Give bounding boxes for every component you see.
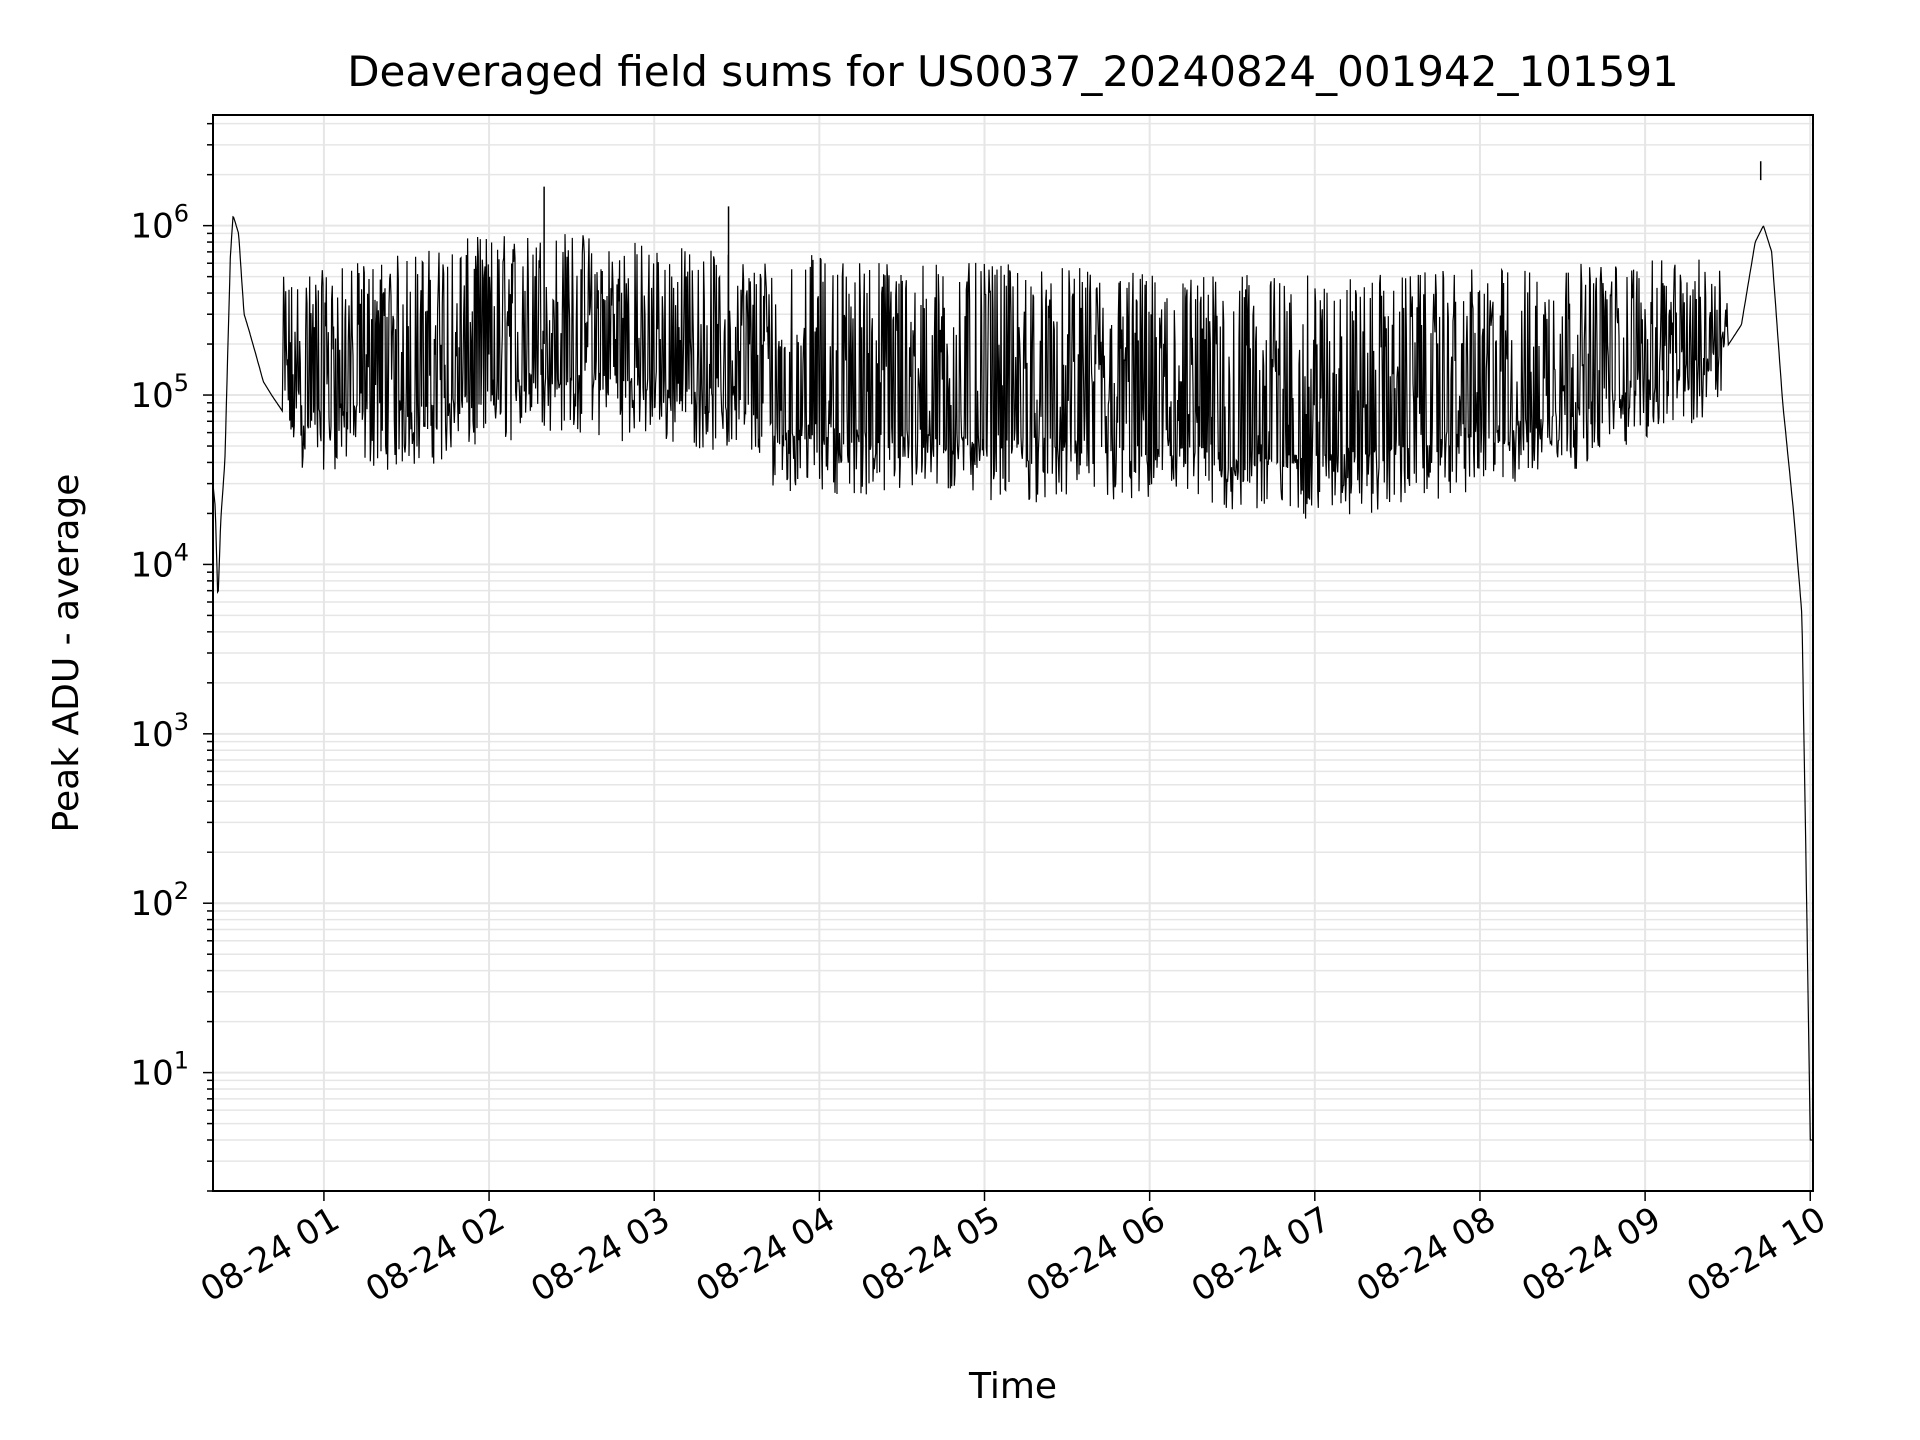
- plot-area: [212, 161, 1813, 1141]
- y-tick-label: 103: [130, 708, 189, 755]
- y-tick-label: 101: [130, 1047, 189, 1094]
- y-tick-label: 102: [130, 877, 189, 924]
- y-axis-label: Peak ADU - average: [46, 474, 87, 833]
- x-axis-label: Time: [968, 1366, 1057, 1407]
- series-line: [212, 215, 1813, 1141]
- y-tick-label: 104: [130, 538, 189, 585]
- y-tick-label: 106: [130, 200, 189, 247]
- chart-title: Deaveraged field sums for US0037_2024082…: [347, 47, 1679, 96]
- y-tick-label: 105: [130, 369, 189, 416]
- grid: [213, 115, 1813, 1192]
